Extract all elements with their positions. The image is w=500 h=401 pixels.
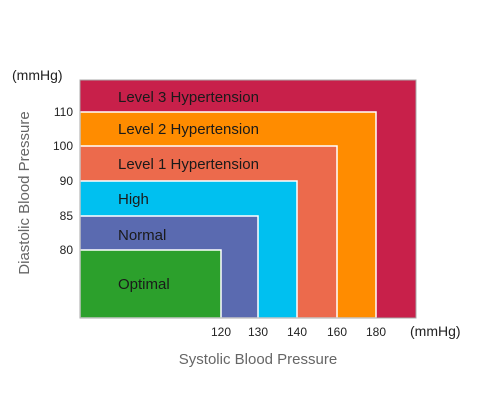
y-tick-label-110: 110 (54, 105, 73, 119)
chart-frame (79, 79, 417, 319)
zone-label-level-1-hypertension: Level 1 Hypertension (118, 156, 259, 173)
x-axis-title: Systolic Blood Pressure (179, 351, 337, 368)
y-axis-title: Diastolic Blood Pressure (16, 111, 33, 274)
y-tick-label-80: 80 (60, 243, 74, 257)
zone-label-level-3-hypertension: Level 3 Hypertension (118, 89, 259, 106)
zone-label-high: High (118, 191, 149, 208)
y-axis-unit: (mmHg) (12, 67, 63, 83)
zone-label-level-2-hypertension: Level 2 Hypertension (118, 121, 259, 138)
x-tick-label-120: 120 (211, 325, 231, 339)
y-tick-label-100: 100 (53, 139, 73, 153)
x-tick-label-180: 180 (366, 325, 386, 339)
y-tick-label-90: 90 (60, 174, 74, 188)
x-axis-unit: (mmHg) (410, 323, 461, 339)
zone-labels-layer: Level 3 Hypertension Level 2 Hypertension… (118, 89, 259, 293)
zone-label-normal: Normal (118, 227, 166, 244)
y-ticks-layer: 80 85 90 100 110 (53, 105, 73, 257)
x-tick-label-140: 140 (287, 325, 307, 339)
y-tick-label-85: 85 (60, 209, 74, 223)
x-tick-label-130: 130 (248, 325, 268, 339)
zones-layer (79, 79, 417, 319)
x-ticks-layer: 120 130 140 160 180 (211, 325, 386, 339)
x-tick-label-160: 160 (327, 325, 347, 339)
zone-label-optimal: Optimal (118, 276, 170, 293)
